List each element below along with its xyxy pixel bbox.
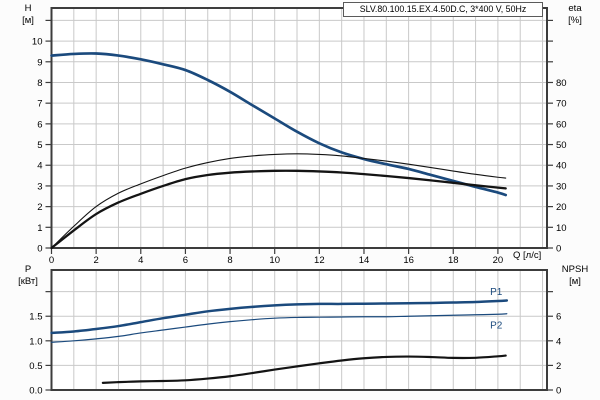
top-left-axis-title: H [м] — [6, 3, 50, 27]
y-axis-right-tick-label: 4 — [556, 336, 561, 347]
y-axis-right-tick-label: 30 — [556, 181, 567, 192]
x-axis-tick-label: 2 — [93, 255, 98, 266]
y-axis-right-tick-label: 20 — [556, 202, 567, 213]
y-axis-left-tick-label: 4 — [37, 161, 42, 172]
y-axis-right-tick-label: 50 — [556, 140, 567, 151]
curve-eta1 — [50, 153, 507, 249]
series-label-P2: P2 — [490, 320, 503, 331]
y-axis-right-tick-label: 60 — [556, 119, 567, 130]
x-axis-tick-label: 0 — [49, 255, 54, 266]
plot-border — [50, 7, 548, 249]
x-axis-tick-label: 14 — [359, 255, 370, 266]
npsh-axis-unit: [м] — [569, 276, 581, 287]
p-axis-unit: [кВт] — [18, 276, 38, 287]
y-axis-left-tick-label: 1.5 — [29, 312, 42, 323]
y-axis-right-tick-label: 40 — [556, 161, 567, 172]
y-axis-left-tick-label: 5 — [37, 140, 42, 151]
x-axis-title: Q [л/с] — [513, 250, 542, 261]
x-axis-tick-label: 4 — [138, 255, 143, 266]
npsh-axis-name: NPSH — [561, 264, 589, 275]
plot-border — [50, 269, 548, 391]
y-axis-left-tick-label: 6 — [37, 119, 42, 130]
h-axis-name: H — [24, 3, 32, 14]
top-right-axis-title: eta [%] — [553, 3, 597, 27]
bottom-left-axis-title: P [кВт] — [6, 264, 50, 288]
eta-axis-name: eta — [568, 3, 582, 14]
plot-background — [51, 8, 547, 248]
y-axis-right-tick-label: 0 — [556, 244, 561, 255]
curve-P2 — [50, 313, 508, 343]
eta-axis-unit: [%] — [568, 15, 582, 26]
y-axis-right-tick-label: 6 — [556, 312, 561, 323]
bottom-right-axis-title: NPSH [м] — [550, 264, 600, 288]
curve-H — [50, 52, 508, 197]
x-axis-tick-label: 6 — [183, 255, 188, 266]
h-axis-unit: [м] — [22, 15, 34, 26]
chart-title: SLV.80.100.15.EX.4.50D.C, 3*400 V, 50Hz — [343, 2, 543, 17]
x-axis-tick-label: 20 — [493, 255, 504, 266]
x-axis-tick-label: 10 — [269, 255, 280, 266]
p-axis-name: P — [24, 264, 32, 275]
x-axis-tick-label: 16 — [403, 255, 414, 266]
x-axis-tick-label: 12 — [314, 255, 325, 266]
y-axis-right-tick-label: 0 — [556, 386, 561, 397]
y-axis-left-tick-label: 2 — [37, 202, 42, 213]
y-axis-left-tick-label: 0.0 — [29, 386, 42, 397]
y-axis-left-tick-label: 1.0 — [29, 336, 42, 347]
x-axis-tick-label: 8 — [227, 255, 232, 266]
curve-NPSH — [101, 354, 507, 384]
plot-background — [51, 270, 547, 390]
x-axis-tick-label: 18 — [448, 255, 459, 266]
y-axis-right-tick-label: 10 — [556, 223, 567, 234]
y-axis-left-tick-label: 9 — [37, 57, 42, 68]
y-axis-left-tick-label: 10 — [32, 37, 43, 48]
y-axis-right-tick-label: 2 — [556, 361, 561, 372]
y-axis-left-tick-label: 1 — [37, 223, 42, 234]
series-label-P1: P1 — [490, 287, 503, 298]
y-axis-left-tick-label: 0.5 — [29, 361, 42, 372]
curve-eta2 — [50, 169, 507, 250]
y-axis-left-tick-label: 8 — [37, 78, 42, 89]
y-axis-left-tick-label: 7 — [37, 99, 42, 110]
curve-P1 — [50, 299, 509, 335]
y-axis-right-tick-label: 80 — [556, 78, 567, 89]
y-axis-left-tick-label: 0 — [37, 244, 42, 255]
y-axis-left-tick-label: 3 — [37, 181, 42, 192]
y-axis-right-tick-label: 70 — [556, 99, 567, 110]
